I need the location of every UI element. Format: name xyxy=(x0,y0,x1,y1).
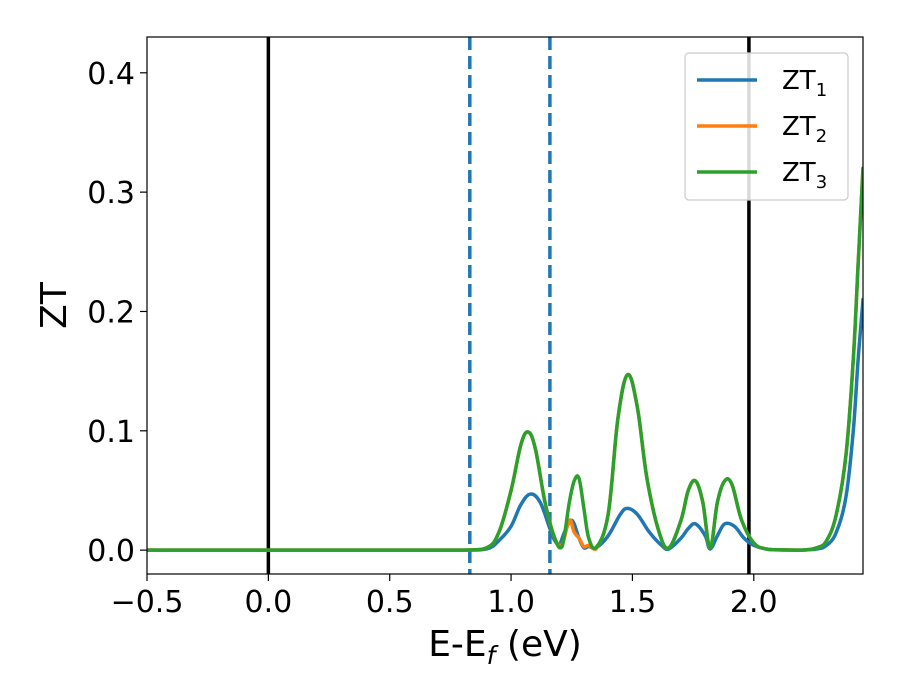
plot-frame xyxy=(146,36,864,575)
series-lines xyxy=(147,166,863,552)
legend-label-zt3: ZT3 xyxy=(782,158,827,193)
legend: ZT1 ZT2 ZT3 xyxy=(684,52,849,201)
x-tick-label: 0.0 xyxy=(244,585,292,620)
x-tick-label: −0.5 xyxy=(111,585,184,620)
x-axis-label-main: E-E xyxy=(428,624,486,665)
x-axis-ticks: −0.5 0.0 0.5 1.0 1.5 2.0 xyxy=(111,574,778,620)
y-tick-label: 0.4 xyxy=(87,57,135,92)
series-line-zt3 xyxy=(147,166,863,552)
y-tick-label: 0.0 xyxy=(87,534,135,569)
legend-box xyxy=(684,52,849,201)
legend-label-zt1: ZT1 xyxy=(782,66,827,101)
y-axis-ticks: 0.0 0.1 0.2 0.3 0.4 xyxy=(87,57,147,569)
y-tick-label: 0.1 xyxy=(87,415,135,450)
x-tick-label: 1.5 xyxy=(609,585,657,620)
y-axis-label: ZT xyxy=(34,281,75,329)
y-tick-label: 0.2 xyxy=(87,295,135,330)
x-tick-label: 0.5 xyxy=(366,585,414,620)
x-axis-label-unit: (eV) xyxy=(495,624,581,665)
y-tick-label: 0.3 xyxy=(87,176,135,211)
legend-label-zt2: ZT2 xyxy=(782,112,827,147)
series-line-zt2 xyxy=(147,166,863,552)
x-tick-label: 1.0 xyxy=(487,585,535,620)
x-tick-label: 2.0 xyxy=(730,585,778,620)
x-axis-label: E-Ef (eV) xyxy=(428,624,582,670)
